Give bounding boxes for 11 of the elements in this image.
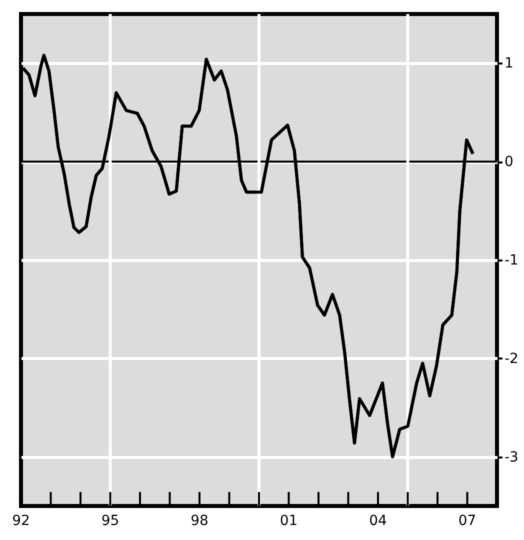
x-tick-label: 04 xyxy=(369,513,387,529)
y-tick-label: 0 xyxy=(504,154,514,170)
x-tick-label: 95 xyxy=(101,513,120,529)
y-tick-label: -2 xyxy=(504,350,518,367)
y-tick-label: -3 xyxy=(504,449,518,466)
x-tick-label: 92 xyxy=(12,513,30,529)
x-tick-label: 01 xyxy=(280,513,298,529)
y-tick-label: -1 xyxy=(504,252,518,268)
x-tick-label: 07 xyxy=(458,513,476,529)
x-tick-label: 98 xyxy=(190,513,208,529)
y-tick-label: 1 xyxy=(504,56,514,72)
